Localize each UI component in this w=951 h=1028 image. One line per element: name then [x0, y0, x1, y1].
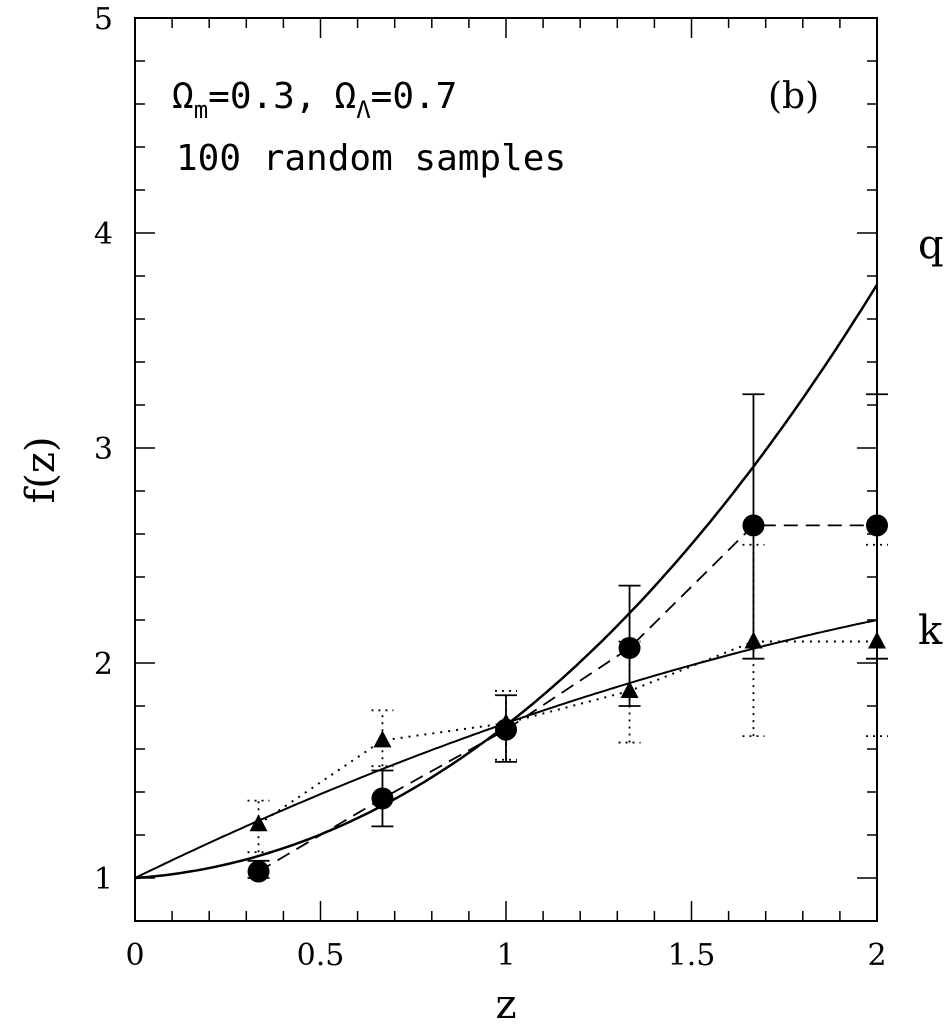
data-point-circle — [742, 514, 765, 537]
x-tick-label: 0.5 — [297, 938, 345, 973]
data-series — [247, 393, 888, 883]
series-line — [257, 640, 877, 826]
x-axis-title: z — [495, 982, 516, 1028]
x-tick-label: 2 — [867, 938, 886, 973]
data-point-circle — [866, 514, 888, 537]
y-tick-label: 1 — [94, 862, 113, 897]
curve-q — [134, 283, 879, 880]
model-curves — [134, 283, 879, 880]
data-point-triangle — [620, 680, 639, 698]
data-point-triangle — [744, 631, 763, 649]
series-circles — [247, 393, 888, 883]
data-point-triangle — [373, 730, 392, 748]
omega-l-symbol: Ω — [335, 76, 357, 117]
data-point-triangle — [497, 713, 515, 731]
y-tick-label: 2 — [94, 647, 113, 682]
series-triangles — [247, 543, 888, 854]
cosmology-params: Ωm=0.3, ΩΛ=0.7 — [172, 76, 457, 124]
panel-label: (b) — [768, 76, 819, 117]
x-tick-label: 1.5 — [668, 938, 716, 973]
omega-m-symbol: Ω — [172, 76, 194, 117]
y-tick-label: 5 — [94, 2, 113, 37]
data-point-circle — [618, 636, 641, 659]
x-tick-label: 1 — [496, 938, 515, 973]
data-point-triangle — [868, 631, 886, 649]
y-tick-label: 4 — [94, 217, 113, 252]
axis-ticks — [134, 17, 878, 922]
data-point-circle — [247, 860, 270, 883]
series-line — [258, 524, 877, 873]
data-point-circle — [371, 787, 394, 810]
curve-label-q: q — [918, 222, 944, 268]
sample-count-label: 100 random samples — [176, 138, 566, 179]
y-tick-labels: 1 2 3 4 5 — [94, 2, 113, 897]
omega-l-subscript: Λ — [356, 96, 371, 124]
y-axis-title: f(z) — [18, 436, 64, 503]
y-tick-label: 3 — [94, 432, 113, 467]
curve-label-k: k — [918, 608, 943, 654]
x-tick-label: 0 — [125, 938, 144, 973]
omega-m-subscript: m — [194, 96, 208, 124]
x-tick-labels: 0 0.5 1 1.5 2 — [125, 938, 886, 973]
omega-l-value: =0.7 — [371, 76, 458, 117]
omega-m-value: =0.3, — [208, 76, 316, 117]
data-point-triangle — [249, 814, 268, 832]
